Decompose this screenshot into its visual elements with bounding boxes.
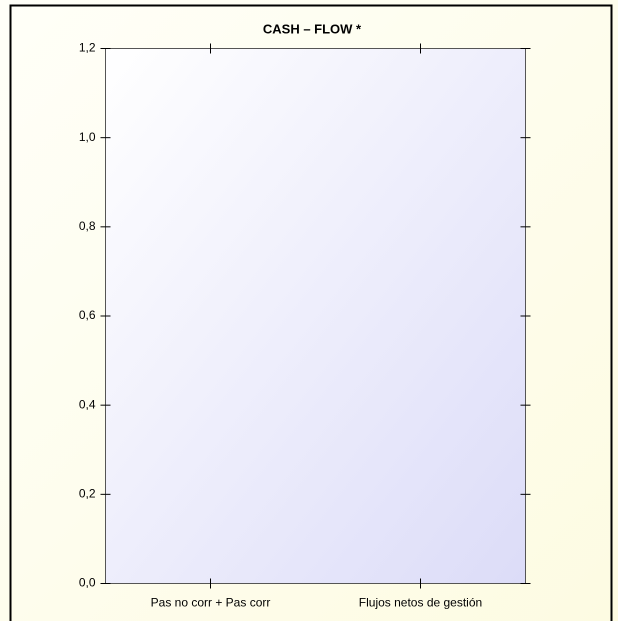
- y-tick-label: 0,4: [79, 397, 96, 411]
- x-tick-label: Flujos netos de gestión: [359, 596, 482, 610]
- y-tick-label: 1,0: [79, 130, 96, 144]
- y-tick-label: 0,6: [79, 308, 96, 322]
- y-tick-label: 1,2: [79, 41, 96, 55]
- x-tick-label: Pas no corr + Pas corr: [151, 596, 271, 610]
- y-tick-label: 0,0: [79, 576, 96, 590]
- y-tick-label: 0,2: [79, 487, 96, 501]
- chart-title: CASH – FLOW *: [263, 21, 362, 36]
- y-tick-label: 0,8: [79, 219, 96, 233]
- frame: [9, 4, 613, 621]
- plot-area: [105, 48, 526, 584]
